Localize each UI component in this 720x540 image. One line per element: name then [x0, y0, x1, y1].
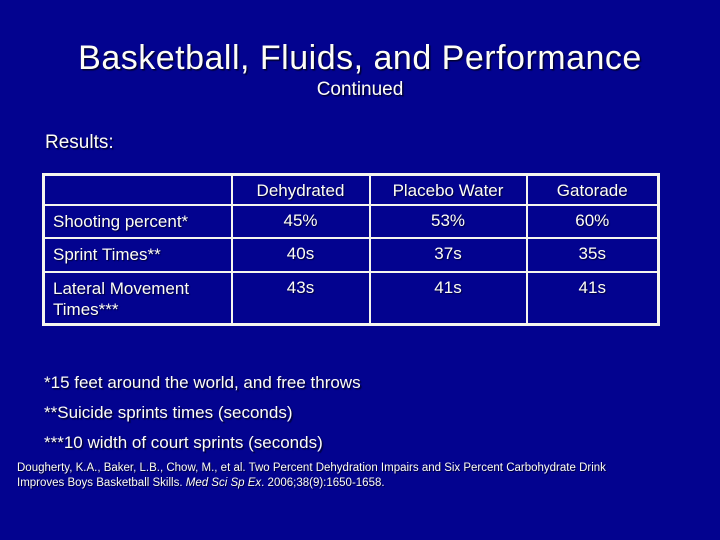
table-header-gatorade: Gatorade: [525, 173, 660, 206]
cell-value: 60%: [525, 203, 660, 239]
row-label-lateral: Lateral Movement Times***: [42, 270, 233, 326]
table-row: Sprint Times** 40s 37s 35s: [42, 236, 660, 273]
table-header-dehydrated: Dehydrated: [230, 173, 371, 206]
results-label: Results:: [45, 132, 114, 153]
cell-value: 41s: [525, 270, 660, 326]
footnote-sprint: **Suicide sprints times (seconds): [44, 403, 293, 422]
row-label-shooting: Shooting percent*: [42, 203, 233, 239]
table-row: Shooting percent* 45% 53% 60%: [42, 203, 660, 239]
citation-line1: Dougherty, K.A., Baker, L.B., Chow, M., …: [17, 462, 606, 474]
table-header-row: Dehydrated Placebo Water Gatorade: [42, 173, 660, 206]
footnote-lateral: ***10 width of court sprints (seconds): [44, 433, 323, 452]
citation-line2-ref: . 2006;38(9):1650-1658.: [261, 476, 385, 489]
results-table: Dehydrated Placebo Water Gatorade Shooti…: [42, 173, 660, 326]
cell-value: 45%: [230, 203, 371, 239]
cell-value: 53%: [368, 203, 528, 239]
citation: Dougherty, K.A., Baker, L.B., Chow, M., …: [17, 461, 677, 490]
cell-value: 35s: [525, 236, 660, 273]
slide-title: Basketball, Fluids, and Performance: [78, 39, 642, 77]
table-row: Lateral Movement Times*** 43s 41s 41s: [42, 270, 660, 326]
citation-line2-text: Improves Boys Basketball Skills.: [17, 476, 186, 489]
cell-value: 40s: [230, 236, 371, 273]
cell-value: 37s: [368, 236, 528, 273]
citation-journal-name: Med Sci Sp Ex: [185, 476, 262, 489]
cell-value: 41s: [368, 270, 528, 326]
table-header-empty: [42, 173, 233, 206]
row-label-sprint: Sprint Times**: [42, 236, 233, 273]
slide-subtitle: Continued: [316, 79, 404, 100]
footnote-shooting: *15 feet around the world, and free thro…: [44, 373, 361, 392]
table-header-placebo: Placebo Water: [368, 173, 528, 206]
footnotes: *15 feet around the world, and free thro…: [44, 368, 361, 458]
cell-value: 43s: [230, 270, 371, 326]
